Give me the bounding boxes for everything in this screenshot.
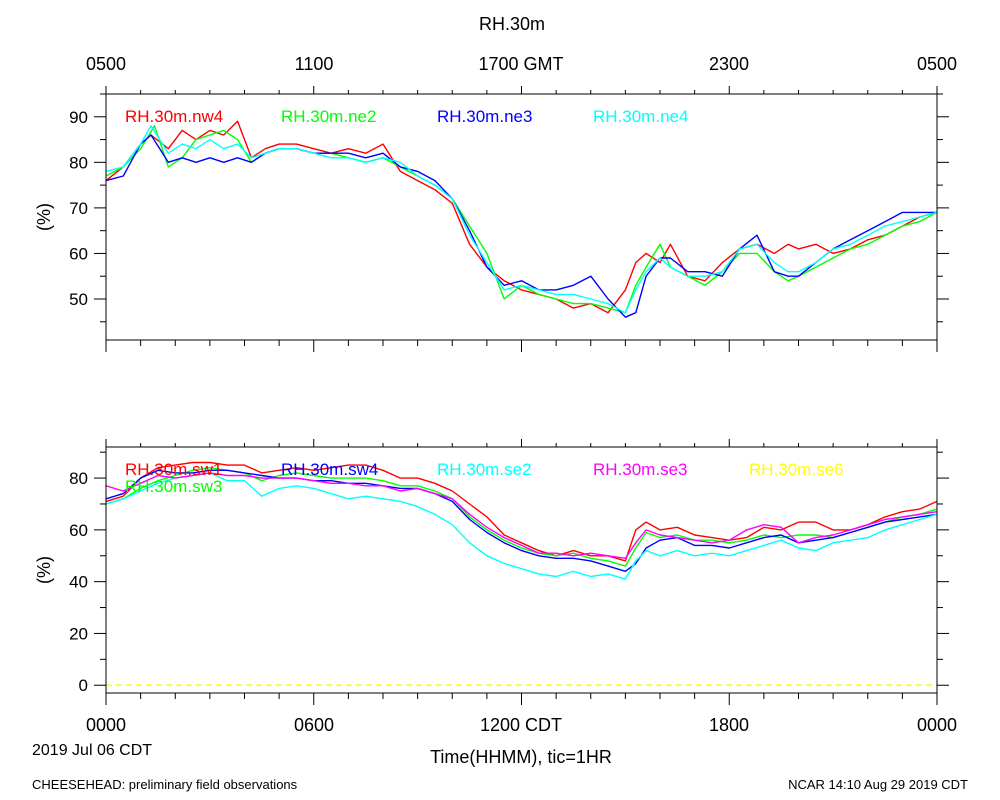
series-line-RH-30m-ne3 [105, 134, 937, 318]
footer-right: NCAR 14:10 Aug 29 2019 CDT [788, 777, 968, 792]
bottom-tick-label: 1200 CDT [480, 715, 562, 735]
legend-entry-RH-30m-ne4: RH.30m.ne4 [593, 107, 688, 126]
lower-panel: 0 20 40 60 80 (%) RH.30m.sw1 RH.30m.sw4 RH.30m.s… [34, 439, 949, 705]
y-tick-label: 90 [69, 108, 88, 127]
bottom-tick-label: 0000 [86, 715, 126, 735]
y-tick-label: 40 [69, 573, 88, 592]
legend-entry-RH-30m-se6: RH.30m.se6 [749, 460, 843, 479]
top-tick-label: 1700 GMT [478, 54, 563, 74]
series-line-RH-30m-ne4 [105, 125, 938, 314]
series-line-RH-30m-sw3 [105, 467, 938, 567]
legend-entry-RH-30m-se2: RH.30m.se2 [437, 460, 531, 479]
top-tick-label: 0500 [917, 54, 957, 74]
bottom-tick-label: 0600 [294, 715, 334, 735]
top-tick-label: 2300 [709, 54, 749, 74]
y-tick-label: 70 [69, 199, 88, 218]
y-axis-label: (%) [34, 203, 54, 231]
y-tick-label: 20 [69, 624, 88, 643]
legend-entry-RH-30m-sw1: RH.30m.sw1 [125, 460, 222, 479]
y-axis-label: (%) [34, 556, 54, 584]
series-line-RH-30m-sw4 [105, 469, 938, 572]
series-line-RH-30m-sw1 [105, 461, 938, 562]
y-tick-label: 60 [69, 244, 88, 263]
date-label: 2019 Jul 06 CDT [32, 742, 152, 759]
bottom-axis-title: Time(HHMM), tic=1HR [430, 747, 612, 767]
y-tick-label: 60 [69, 521, 88, 540]
bottom-tick-label: 0000 [917, 715, 957, 735]
series-line-RH-30m-se2 [105, 472, 938, 580]
top-tick-label: 0500 [86, 54, 126, 74]
legend-entry-RH-30m-ne2: RH.30m.ne2 [281, 107, 376, 126]
legend-entry-RH-30m-sw3: RH.30m.sw3 [125, 477, 222, 496]
bottom-tick-label: 1800 [709, 715, 749, 735]
legend-entry-RH-30m-sw4: RH.30m.sw4 [281, 460, 378, 479]
legend-entry-RH-30m-ne3: RH.30m.ne3 [437, 107, 532, 126]
y-tick-label: 80 [69, 153, 88, 172]
plot-frame [105, 446, 938, 694]
plot-frame [105, 93, 938, 341]
series-line-RH-30m-se3 [105, 472, 938, 559]
legend-entry-RH-30m-se3: RH.30m.se3 [593, 460, 687, 479]
footer-left: CHEESEHEAD: preliminary field observatio… [32, 777, 298, 792]
series-line-RH-30m-nw4 [105, 120, 938, 314]
top-tick-label: 1100 [295, 54, 334, 74]
upper-panel: 50 60 70 80 90 (%) RH.30m.nw4 RH.30m.ne2 RH.30m.… [34, 86, 949, 352]
legend-entry-RH-30m-nw4: RH.30m.nw4 [125, 107, 223, 126]
y-tick-label: 50 [69, 290, 88, 309]
figure-title: RH.30m [479, 14, 545, 34]
y-tick-label: 0 [79, 676, 88, 695]
y-tick-label: 80 [69, 469, 88, 488]
